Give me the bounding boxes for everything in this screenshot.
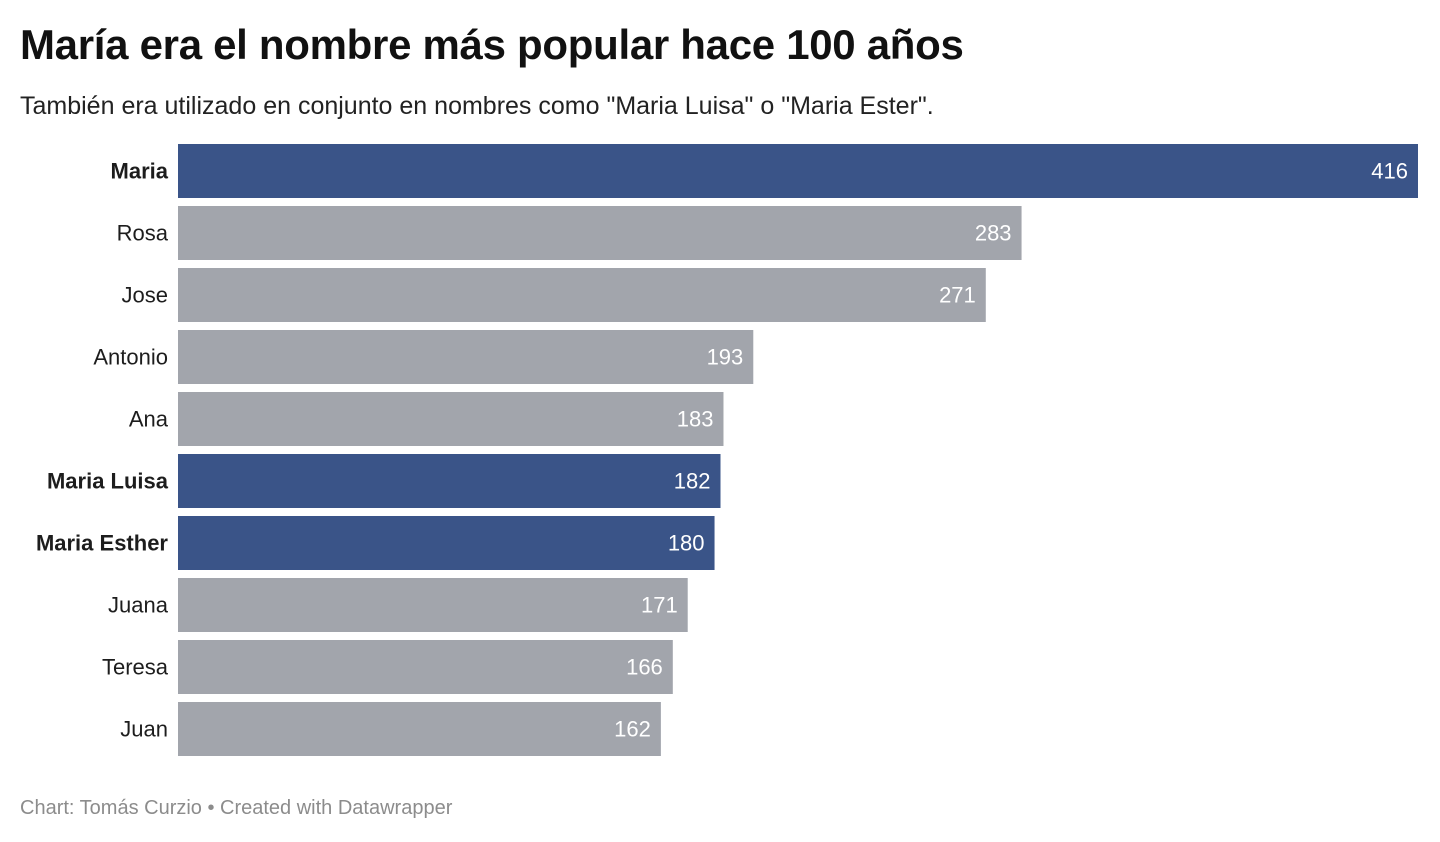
bar-group-antonio: Antonio 193	[93, 330, 754, 384]
value-label-juana: 171	[641, 593, 678, 618]
value-label-antonio: 193	[707, 345, 744, 370]
bar-jose	[178, 268, 986, 322]
bar-group-juan: Juan 162	[120, 702, 661, 756]
bar-ana	[178, 392, 724, 446]
bar-juan	[178, 702, 661, 756]
bar-maria-esther	[178, 516, 715, 570]
category-label-jose: Jose	[122, 283, 168, 308]
category-label-juan: Juan	[120, 717, 168, 742]
bar-group-maria-luisa: Maria Luisa 182	[47, 454, 721, 508]
bar-juana	[178, 578, 688, 632]
category-label-antonio: Antonio	[93, 345, 168, 370]
bar-group-ana: Ana 183	[129, 392, 724, 446]
bar-maria	[178, 144, 1418, 198]
category-label-teresa: Teresa	[102, 655, 169, 680]
value-label-maria-esther: 180	[668, 531, 705, 556]
bar-group-maria: Maria 416	[111, 144, 1418, 198]
category-label-maria-esther: Maria Esther	[36, 531, 168, 556]
value-label-ana: 183	[677, 407, 714, 432]
bar-group-jose: Jose 271	[122, 268, 986, 322]
bar-antonio	[178, 330, 754, 384]
chart-credit: Chart: Tomás Curzio • Created with Dataw…	[20, 797, 453, 819]
category-label-ana: Ana	[129, 407, 169, 432]
category-label-maria: Maria	[111, 159, 169, 184]
bar-group-teresa: Teresa 166	[102, 640, 673, 694]
chart-title: María era el nombre más popular hace 100…	[20, 21, 964, 68]
bar-group-rosa: Rosa 283	[117, 206, 1022, 260]
value-label-juan: 162	[614, 717, 651, 742]
category-label-maria-luisa: Maria Luisa	[47, 469, 169, 494]
value-label-maria: 416	[1371, 159, 1408, 184]
bar-group-juana: Juana 171	[108, 578, 688, 632]
bar-teresa	[178, 640, 673, 694]
value-label-maria-luisa: 182	[674, 469, 711, 494]
value-label-rosa: 283	[975, 221, 1012, 246]
chart-subtitle: También era utilizado en conjunto en nom…	[20, 92, 934, 120]
bar-rosa	[178, 206, 1022, 260]
bar-maria-luisa	[178, 454, 721, 508]
value-label-teresa: 166	[626, 655, 663, 680]
bar-group-maria-esther: Maria Esther 180	[36, 516, 715, 570]
bar-chart: Maria 416 Rosa 283 Jose 271 Antonio 193 Ana 183 Ma…	[36, 144, 1418, 756]
category-label-rosa: Rosa	[117, 221, 169, 246]
category-label-juana: Juana	[108, 593, 169, 618]
value-label-jose: 271	[939, 283, 976, 308]
